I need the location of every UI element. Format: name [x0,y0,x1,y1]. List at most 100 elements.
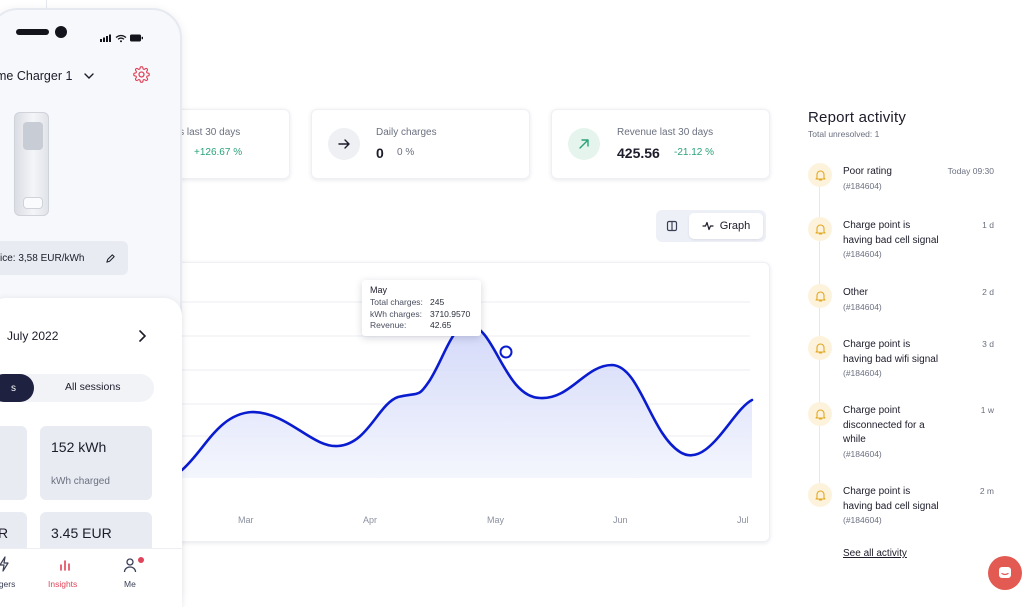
charger-name: me Charger 1 [0,69,73,83]
graph-label: Graph [719,220,751,232]
report-item-id: (#184604) [843,368,882,378]
report-item-time: 2 d [982,287,994,297]
chart-area [182,324,752,478]
report-item-text[interactable]: Other [843,286,953,301]
tile-kwh [40,426,152,500]
tab-chargers[interactable]: rgers [0,579,16,589]
view-toggle: Graph [656,210,766,242]
report-item-line: having bad cell signal [843,234,939,246]
chevron-right-icon[interactable] [138,330,147,342]
report-item-time: 1 w [980,405,994,415]
report-item-text[interactable]: Charge point is having bad wifi signal [843,338,953,367]
tab-me[interactable]: Me [124,579,136,589]
chat-help-button[interactable] [988,556,1022,590]
report-item-text[interactable]: Charge point disconnected for a while [843,404,953,448]
x-tick-label: Jul [737,515,749,525]
segment-all-sessions[interactable]: All sessions [65,381,121,393]
phone-notch [16,29,49,35]
see-all-activity-link[interactable]: See all activity [843,548,907,559]
report-item-time: 2 m [979,486,994,496]
report-title: Report activity [808,109,907,126]
report-item-line: while [843,434,866,445]
bell-icon [808,336,832,360]
table-view-button[interactable] [659,213,685,239]
bell-icon [808,284,832,308]
report-item-line: Charge point [843,405,901,416]
x-tick-label: May [487,515,505,525]
report-item-line: Charge point is [843,486,911,497]
stat-label: Revenue last 30 days [617,127,714,138]
price-label: ice: 3,58 EUR/kWh [0,252,85,264]
chat-icon [999,567,1011,578]
charger-device-image [14,112,49,216]
chart-highlight-point[interactable] [499,345,513,359]
stat-value: 0 [376,145,384,161]
tooltip-row: Total charges: 245 [370,297,445,307]
segment-active[interactable]: s [0,374,34,402]
stat-label: Daily charges [376,127,437,138]
x-tick-label: Apr [363,515,378,525]
report-item-id: (#184604) [843,249,882,259]
report-item-line: Charge point is [843,339,911,350]
tab-insights[interactable]: Insights [48,579,78,589]
stat-value: 425.56 [617,145,660,161]
charger-selector[interactable]: me Charger 1 [0,69,94,83]
stat-change: +126.67 % [194,147,243,158]
arrow-right-icon [328,128,360,160]
arrow-up-right-icon [568,128,600,160]
stat-change: 0 % [397,147,415,158]
report-item-time: 3 d [982,339,994,349]
bolt-icon[interactable] [0,556,10,572]
phone-camera [55,26,67,38]
x-tick-label: Jun [613,515,628,525]
x-tick-label: Mar [238,515,254,525]
report-item-time: 1 d [982,220,994,230]
report-item-text[interactable]: Charge point is having bad cell signal [843,485,953,514]
tooltip-title: May [370,285,388,295]
bell-icon [808,163,832,187]
bell-icon [808,483,832,507]
activity-icon [702,221,714,231]
tile-left-1 [0,426,27,500]
bottom-tab-bar [0,548,182,607]
stat-label: ges last 30 days [168,127,241,138]
stat-change: -21.12 % [674,147,715,158]
report-item-text[interactable]: Poor rating [843,165,953,180]
status-icons [100,34,143,43]
report-item-line: Charge point is [843,220,911,231]
bar-chart-icon[interactable] [58,558,72,572]
chart-tooltip: May Total charges: 245 kWh charges: 3710.9… [362,280,481,336]
report-item-id: (#184604) [843,301,882,312]
columns-icon [666,220,678,232]
tile-value: 3.45 EUR [51,525,112,541]
report-item-time: Today 09:30 [947,166,994,176]
tile-value: R [0,525,9,541]
report-item-text[interactable]: Charge point is having bad cell signal [843,219,953,248]
bell-icon [808,217,832,241]
chevron-down-icon [84,73,94,79]
price-field[interactable]: ice: 3,58 EUR/kWh [0,241,128,275]
tooltip-row: Revenue: 42.65 [370,320,452,330]
tile-value: 152 kWh [51,439,107,455]
notification-badge [138,557,144,563]
tooltip-row: kWh charges: 3710.9570 [370,308,471,319]
report-item-line: having bad cell signal [843,500,939,512]
report-item-line: Poor rating [843,166,892,177]
report-item-id: (#184604) [843,448,882,459]
bell-icon [808,402,832,426]
user-icon[interactable] [122,557,138,573]
month-label: July 2022 [7,329,59,343]
report-item-line: having bad wifi signal [843,353,939,365]
report-subtitle: Total unresolved: 1 [808,129,880,139]
report-item-id: (#184604) [843,515,882,525]
graph-view-button[interactable]: Graph [689,213,763,239]
report-item-line: disconnected for a [843,419,925,431]
report-item-line: Other [843,287,869,298]
divider [46,0,47,10]
report-item-id: (#184604) [843,180,882,191]
tile-label: kWh charged [51,476,110,487]
pencil-icon [106,254,115,263]
gear-icon[interactable] [133,66,150,83]
